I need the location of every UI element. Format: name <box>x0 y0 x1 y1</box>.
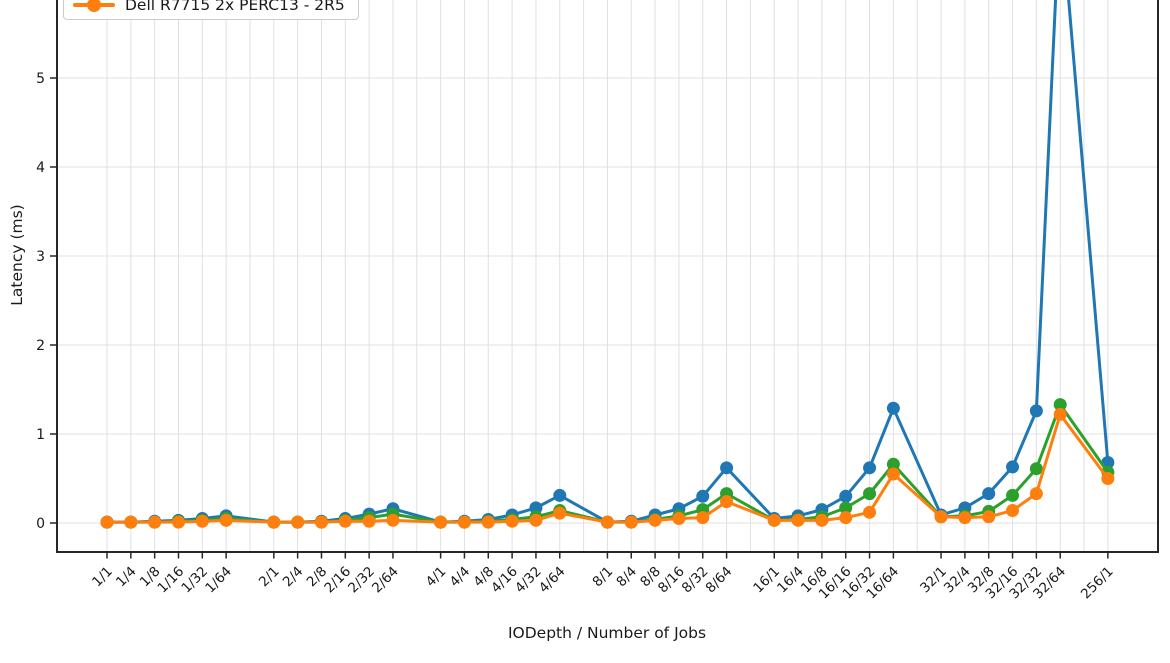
y-tick-label: 3 <box>36 249 45 265</box>
data-point <box>100 515 114 529</box>
legend-item: Dell R7715 2x PERC13 - 2R5 <box>73 0 345 15</box>
data-point <box>457 515 471 529</box>
y-tick-label: 4 <box>36 160 45 176</box>
data-point <box>314 515 328 529</box>
data-point <box>624 515 638 529</box>
data-point <box>219 513 233 527</box>
data-point <box>124 515 138 529</box>
data-point <box>863 487 877 501</box>
data-point <box>267 515 281 529</box>
data-point <box>886 401 900 415</box>
data-point <box>505 514 519 528</box>
data-point <box>839 511 853 525</box>
data-point <box>1053 398 1067 412</box>
data-point <box>291 515 305 529</box>
y-tick-label: 2 <box>36 338 45 354</box>
data-point <box>148 515 162 529</box>
y-axis-title: Latency (ms) <box>8 204 26 305</box>
data-point <box>696 511 710 525</box>
data-point <box>1029 462 1043 476</box>
x-tick-label: 2/64 <box>369 564 402 597</box>
data-point <box>600 515 614 529</box>
x-tick-label: 2/1 <box>256 564 283 591</box>
x-tick-label: 8/1 <box>590 564 617 591</box>
data-point <box>1006 504 1020 518</box>
x-tick-label: 8/64 <box>703 564 736 597</box>
data-point <box>863 461 877 475</box>
data-point <box>1101 472 1115 485</box>
y-tick-label: 0 <box>36 516 45 532</box>
legend-item-label: Dell R7715 2x PERC13 - 2R5 <box>125 0 345 14</box>
data-point <box>815 513 829 527</box>
data-point <box>171 515 185 529</box>
data-point <box>696 489 710 503</box>
gridlines <box>57 0 1158 552</box>
x-tick-label: 1/1 <box>89 564 116 591</box>
y-tick-label: 5 <box>36 71 45 87</box>
data-point <box>982 487 996 501</box>
x-axis-title: IODepth / Number of Jobs <box>508 624 706 642</box>
data-point <box>672 512 686 526</box>
data-point <box>863 505 877 519</box>
data-point <box>958 511 972 525</box>
data-point <box>934 510 948 524</box>
data-point <box>1006 460 1020 474</box>
x-tick-label: 4/4 <box>447 564 474 591</box>
data-point <box>720 461 734 475</box>
data-point <box>434 515 448 529</box>
x-tick-label: 4/1 <box>423 564 450 591</box>
data-point <box>839 489 853 503</box>
x-tick-label: 1/64 <box>202 564 235 597</box>
series-2 <box>100 407 1115 529</box>
data-point <box>886 467 900 481</box>
legend-marker-dot <box>87 0 101 12</box>
data-point <box>791 513 805 527</box>
x-tick-label: 256/1 <box>1078 564 1117 603</box>
x-tick-label: 2/4 <box>280 564 307 591</box>
x-tick-label: 8/4 <box>613 564 640 591</box>
data-point <box>529 513 543 527</box>
data-point <box>338 514 352 528</box>
legend-marker-line <box>73 0 115 12</box>
data-point <box>767 513 781 527</box>
data-point <box>1006 488 1020 502</box>
data-point <box>1029 404 1043 418</box>
data-point <box>648 513 662 527</box>
data-point <box>886 457 900 471</box>
x-tick-label: 1/4 <box>113 564 140 591</box>
data-point <box>720 495 734 509</box>
data-point <box>553 488 567 502</box>
data-point <box>386 513 400 527</box>
data-point <box>1029 487 1043 501</box>
legend: Dell R7715 2x PERC13 - 2R5 <box>63 0 359 20</box>
data-point <box>481 515 495 529</box>
data-point <box>1053 407 1067 421</box>
x-tick-label: 4/64 <box>536 564 569 597</box>
data-point <box>982 510 996 524</box>
data-point <box>362 514 376 528</box>
data-point <box>553 506 567 520</box>
data-point <box>195 514 209 528</box>
data-point <box>529 501 543 515</box>
y-tick-label: 1 <box>36 427 45 443</box>
data-point <box>839 501 853 515</box>
